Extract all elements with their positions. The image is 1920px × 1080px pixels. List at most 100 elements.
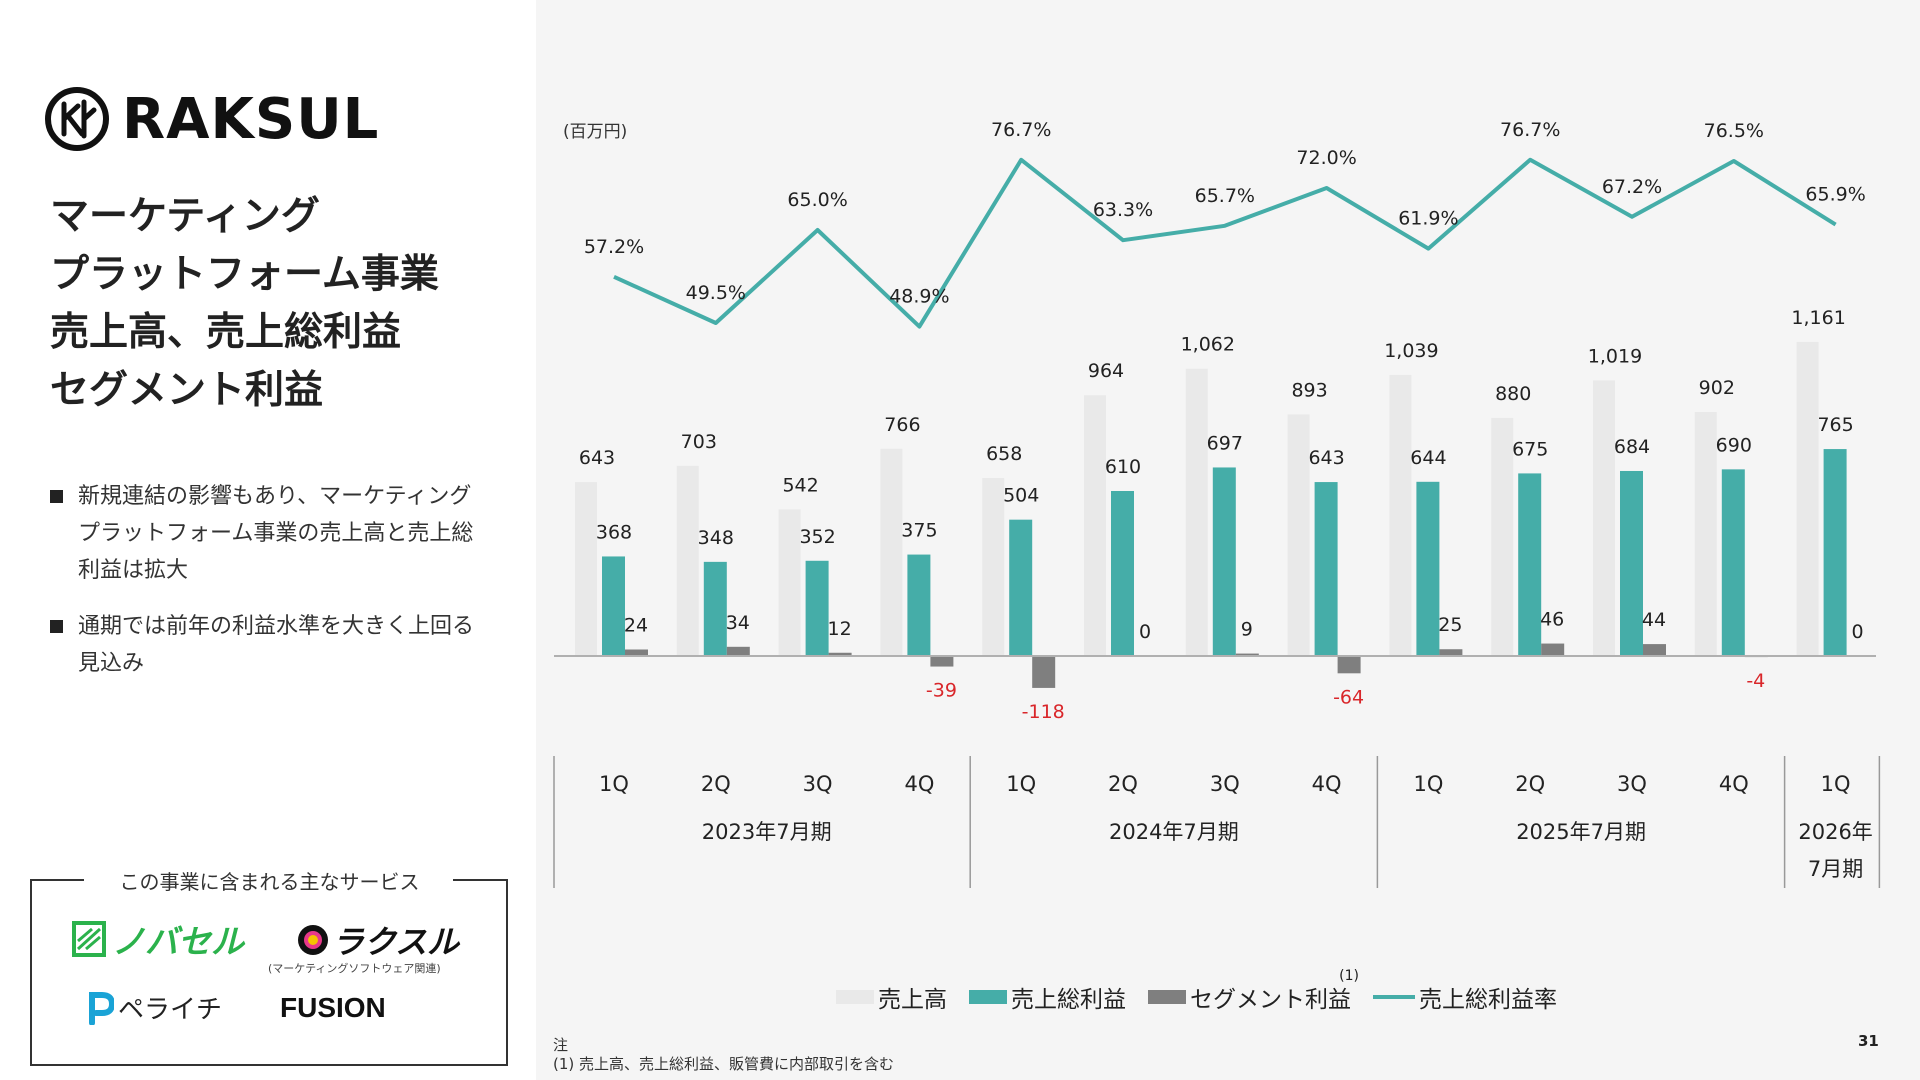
fiscal-year-label: 2024年7月期: [1109, 820, 1239, 844]
note-heading: 注: [553, 1036, 569, 1054]
bullet-list: 新規連結の影響もあり、マーケティングプラットフォーム事業の売上高と売上総利益は拡…: [50, 478, 490, 701]
bar-gross-profit: [907, 554, 931, 656]
bar-gross-profit: [1518, 473, 1542, 656]
data-label-segment-profit: 34: [726, 612, 750, 634]
service-name: FUSION: [280, 992, 386, 1023]
legend-label-gross-margin: 売上総利益率: [1419, 987, 1557, 1013]
data-label-gross-margin: 61.9%: [1398, 208, 1458, 230]
service-novasell: ノバセル: [72, 915, 244, 963]
legend-item-sales: 売上高: [836, 980, 947, 1014]
bar-sales: [1694, 412, 1717, 656]
company-logo: RAKSUL: [44, 84, 379, 154]
chart-unit-label: (百万円): [563, 122, 628, 142]
service-peraichi: ペライチ: [88, 989, 222, 1026]
x-tick-label: 1Q: [1821, 772, 1851, 796]
title-line: マーケティング: [50, 194, 320, 239]
legend-swatch-gross-profit: [969, 990, 1007, 1004]
title-line: セグメント利益: [50, 368, 324, 413]
data-label-segment-profit: 0: [1139, 621, 1151, 643]
bar-segment-profit: [625, 649, 648, 656]
legend-item-gross-margin: 売上総利益率: [1373, 980, 1557, 1014]
bar-sales: [1185, 368, 1208, 656]
x-tick-label: 2Q: [701, 772, 731, 796]
raksul-circle-logo-icon: [298, 925, 328, 955]
data-label-gross-margin: 76.7%: [1500, 119, 1560, 141]
data-label-segment-profit: -39: [926, 680, 957, 702]
fiscal-year-label: 2023年7月期: [702, 820, 832, 844]
data-label-gross-margin: 67.2%: [1602, 176, 1662, 198]
data-label-gross-margin: 65.7%: [1195, 185, 1255, 207]
data-label-segment-profit: 44: [1642, 609, 1666, 631]
bar-segment-profit: [1541, 643, 1565, 656]
bar-gross-profit: [1620, 470, 1643, 656]
x-tick-label: 3Q: [1617, 772, 1647, 796]
x-tick-label: 3Q: [1210, 772, 1240, 796]
data-label-gross-margin: 63.3%: [1093, 199, 1153, 221]
bar-segment-profit: [828, 652, 852, 656]
service-name: ラクスル: [332, 923, 460, 961]
data-label-gross-profit: 368: [596, 521, 632, 543]
data-label-gross-profit: 675: [1512, 438, 1548, 460]
services-box-top-right: [453, 879, 508, 881]
data-label-gross-profit: 348: [698, 527, 734, 549]
data-label-sales: 902: [1699, 377, 1735, 399]
services-box-top-left: [30, 879, 84, 881]
bar-sales: [880, 448, 903, 656]
data-label-sales: 766: [884, 414, 920, 436]
bar-segment-profit: [1643, 644, 1666, 656]
bar-sales: [1389, 374, 1412, 656]
data-label-gross-margin: 65.0%: [787, 189, 847, 211]
data-label-sales: 1,039: [1384, 340, 1438, 362]
data-label-sales: 1,062: [1181, 334, 1235, 356]
data-label-gross-profit: 375: [901, 520, 937, 542]
data-label-gross-margin: 72.0%: [1296, 147, 1356, 169]
bar-segment-profit: [1235, 653, 1259, 656]
bar-gross-profit: [703, 561, 727, 656]
service-raksul: ラクスル: [296, 917, 459, 963]
fiscal-year-label: 2026年: [1798, 820, 1872, 844]
note-text: (1) 売上高、売上総利益、販管費に内部取引を含む: [553, 1055, 895, 1073]
data-label-gross-profit: 504: [1003, 485, 1039, 507]
data-label-gross-profit: 690: [1716, 434, 1752, 456]
bar-gross-profit: [602, 556, 625, 656]
data-label-gross-profit: 765: [1817, 414, 1853, 436]
chart-legend: 売上高 売上総利益 セグメント利益 (1) 売上総利益率: [836, 968, 1579, 1014]
title-line: 売上高、売上総利益: [50, 310, 402, 355]
bar-sales: [982, 478, 1005, 656]
bar-segment-profit: [726, 646, 750, 656]
data-label-sales: 964: [1088, 360, 1124, 382]
service-name: ノバセル: [112, 922, 244, 961]
bullet-item: 通期では前年の利益水準を大きく上回る見込み: [50, 608, 490, 682]
bar-gross-profit: [1721, 469, 1745, 656]
data-label-sales: 1,161: [1791, 307, 1845, 329]
service-name: ペライチ: [118, 995, 223, 1025]
data-label-segment-profit: 24: [624, 615, 648, 637]
data-label-segment-profit: -64: [1333, 686, 1364, 708]
legend-swatch-segment-profit: [1148, 990, 1186, 1004]
bar-gross-profit: [1416, 481, 1440, 656]
legend-item-segment-profit: セグメント利益 (1): [1148, 968, 1359, 1014]
legend-label-gross-profit: 売上総利益: [1011, 987, 1126, 1013]
page-number: 31: [1858, 1032, 1879, 1050]
bar-gross-profit: [1212, 467, 1236, 656]
bar-sales: [1593, 380, 1615, 656]
bar-segment-profit: [1337, 656, 1361, 674]
data-label-segment-profit: -4: [1746, 670, 1765, 692]
data-label-gross-profit: 644: [1410, 447, 1446, 469]
data-label-gross-margin: 76.5%: [1704, 120, 1764, 142]
bar-sales: [778, 509, 801, 656]
data-label-sales: 1,019: [1588, 345, 1642, 367]
bar-gross-profit: [805, 560, 829, 656]
bar-sales: [1796, 341, 1819, 656]
legend-label-sales: 売上高: [878, 987, 947, 1013]
data-label-sales: 658: [986, 443, 1022, 465]
bar-gross-profit: [1314, 482, 1338, 656]
bar-sales: [1491, 417, 1514, 656]
x-tick-label: 1Q: [599, 772, 629, 796]
x-tick-label: 1Q: [1413, 772, 1443, 796]
data-label-sales: 893: [1291, 379, 1327, 401]
data-label-gross-profit: 610: [1105, 456, 1141, 478]
legend-item-gross-profit: 売上総利益: [969, 980, 1126, 1014]
services-title: この事業に含まれる主なサービス: [119, 870, 420, 894]
data-label-gross-profit: 643: [1308, 447, 1344, 469]
